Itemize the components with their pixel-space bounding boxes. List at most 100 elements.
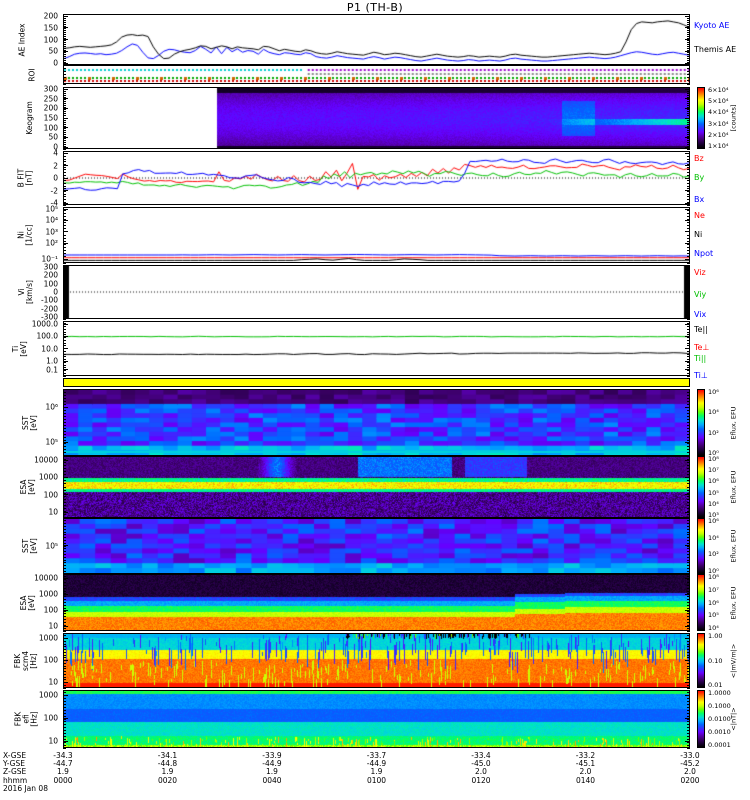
axis-minor-tick	[687, 348, 690, 349]
axis-tick-mark	[685, 335, 690, 337]
axis-minor-tick	[687, 19, 690, 21]
axis-minor-tick	[63, 467, 66, 469]
axis-minor-tick	[63, 243, 66, 245]
axis-title: SST [eV]	[20, 414, 38, 431]
axis-minor-tick	[63, 397, 66, 399]
axis-minor-tick	[687, 98, 690, 100]
axis-minor-tick	[63, 320, 66, 322]
axis-minor-tick	[63, 209, 66, 211]
axis-minor-tick	[63, 191, 66, 192]
axis-minor-tick	[687, 92, 690, 94]
axis-tick-mark	[685, 190, 690, 191]
x-axis-value: 0020	[157, 775, 178, 785]
axis-minor-tick	[63, 17, 66, 19]
axis-minor-tick	[63, 31, 66, 33]
axis-minor-tick	[687, 209, 690, 211]
axis-tick-mark	[63, 242, 68, 244]
axis-minor-tick	[687, 115, 690, 117]
axis-minor-tick	[63, 730, 66, 732]
axis-minor-tick	[687, 576, 690, 578]
axis-minor-tick	[63, 113, 66, 115]
axis-minor-tick	[63, 640, 66, 642]
axis-title: Ti [eV]	[10, 340, 28, 357]
axis-minor-tick	[63, 461, 66, 463]
x-axis-row-label: X-GSE	[3, 751, 27, 760]
axis-minor-tick	[687, 134, 690, 136]
axis-minor-tick	[63, 67, 66, 69]
axis-tick-label: 1000	[38, 589, 58, 599]
colorbar-tick-label: 1.0000	[708, 688, 731, 697]
axis-minor-tick	[63, 551, 66, 553]
axis-tick-mark	[63, 459, 68, 461]
axis-minor-tick	[687, 391, 690, 393]
axis-minor-tick	[687, 96, 690, 98]
x-axis-value: 0000	[53, 775, 73, 785]
plot-canvas	[64, 66, 689, 83]
axis-minor-tick	[687, 673, 690, 675]
axis-minor-tick	[63, 471, 66, 472]
axis-minor-tick	[63, 94, 66, 96]
axis-minor-tick	[63, 607, 66, 609]
axis-minor-tick	[687, 250, 690, 252]
axis-minor-tick	[63, 323, 66, 325]
axis-minor-tick	[63, 298, 66, 300]
axis-minor-tick	[63, 138, 66, 140]
axis-minor-tick	[63, 334, 66, 336]
axis-minor-tick	[63, 193, 66, 195]
axis-minor-tick	[687, 334, 690, 336]
colorbar-tick-label: 10⁵	[708, 488, 719, 497]
colorbar-tick-label: 3×10⁴	[708, 119, 729, 128]
axis-minor-tick	[687, 537, 690, 539]
axis-minor-tick	[687, 201, 690, 203]
axis-minor-tick	[687, 148, 690, 150]
axis-minor-tick	[687, 418, 690, 420]
axis-minor-tick	[63, 134, 66, 136]
axis-minor-tick	[63, 318, 66, 320]
colorbar-tick-label: 10⁶	[708, 387, 719, 396]
axis-minor-tick	[687, 741, 690, 743]
axis-minor-tick	[63, 218, 66, 220]
axis-minor-tick	[687, 158, 690, 160]
plot-canvas	[64, 322, 689, 375]
axis-minor-tick	[687, 275, 690, 277]
axis-minor-tick	[63, 60, 66, 62]
x-axis-value: -33.7	[366, 751, 387, 760]
axis-minor-tick	[687, 196, 690, 198]
axis-minor-tick	[63, 185, 66, 187]
x-axis-value: -33.2	[575, 751, 596, 760]
panel-ae-index	[63, 14, 690, 65]
axis-minor-tick	[687, 643, 690, 645]
axis-tick-mark	[685, 107, 690, 109]
axis-tick-mark	[685, 625, 690, 627]
axis-minor-tick	[687, 370, 690, 371]
axis-minor-tick	[63, 498, 66, 500]
axis-minor-tick	[687, 291, 690, 293]
axis-tick-label: -200	[40, 303, 58, 313]
axis-minor-tick	[687, 364, 690, 366]
axis-minor-tick	[687, 431, 690, 433]
axis-minor-tick	[63, 364, 66, 366]
axis-minor-tick	[63, 246, 66, 248]
axis-minor-tick	[687, 480, 690, 482]
colorbar-tick-label: 10⁴	[708, 499, 719, 508]
axis-minor-tick	[63, 654, 66, 656]
axis-minor-tick	[63, 107, 66, 109]
axis-minor-tick	[63, 117, 66, 119]
axis-minor-tick	[687, 56, 690, 58]
axis-minor-tick	[687, 744, 690, 746]
axis-minor-tick	[687, 266, 690, 268]
axis-minor-tick	[687, 314, 690, 315]
axis-minor-tick	[63, 269, 66, 270]
axis-minor-tick	[63, 610, 66, 612]
axis-minor-tick	[63, 155, 66, 157]
axis-minor-tick	[687, 174, 690, 176]
axis-tick-mark	[685, 459, 690, 461]
axis-minor-tick	[687, 284, 690, 286]
axis-tick-mark	[685, 274, 690, 276]
x-axis-value: 1.9	[370, 767, 383, 777]
axis-minor-tick	[687, 596, 690, 598]
axis-minor-tick	[687, 206, 690, 208]
x-axis-row-label: hhmm	[3, 775, 28, 785]
axis-minor-tick	[687, 345, 690, 347]
axis-minor-tick	[63, 486, 66, 488]
